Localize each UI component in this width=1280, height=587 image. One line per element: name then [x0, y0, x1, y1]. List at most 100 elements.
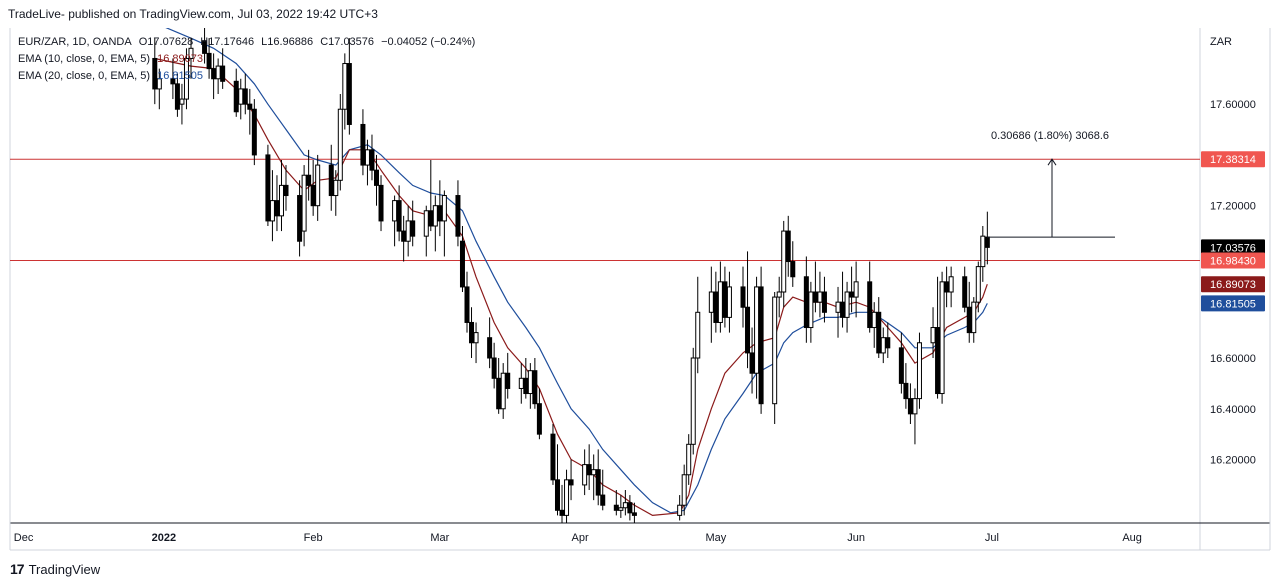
- candle-body: [496, 377, 502, 410]
- candle: [333, 170, 339, 216]
- candle: [251, 99, 257, 166]
- candle: [690, 347, 696, 455]
- tradingview-logo-icon: 17: [10, 561, 25, 577]
- footer-brand-name: TradingView: [28, 561, 101, 577]
- candle: [903, 363, 909, 409]
- candle: [722, 266, 728, 328]
- price-tag[interactable]: 16.89073: [1201, 276, 1265, 293]
- candle-body: [500, 372, 506, 410]
- candle: [432, 195, 438, 252]
- candle: [808, 281, 814, 343]
- candle-body: [410, 220, 416, 237]
- candle: [469, 307, 475, 358]
- candle: [568, 459, 574, 501]
- price-tag-value: 16.81505: [1210, 298, 1256, 310]
- candle-body: [464, 286, 470, 323]
- candle-body: [966, 306, 972, 334]
- candle: [487, 317, 493, 369]
- candle: [817, 271, 823, 318]
- candle: [695, 276, 701, 374]
- candle-body: [559, 509, 565, 516]
- candle-body: [242, 88, 248, 105]
- candle-body: [283, 184, 289, 197]
- candle-body: [378, 184, 384, 222]
- candle-body: [785, 230, 791, 263]
- candle: [975, 261, 981, 313]
- candle: [708, 266, 714, 343]
- legend-ema20: EMA (20, close, 0, EMA, 5) 16.81505: [18, 70, 207, 82]
- candle: [835, 286, 841, 338]
- candle: [876, 297, 882, 358]
- candle-body: [278, 184, 284, 217]
- candle-body: [306, 174, 312, 186]
- candle-body: [315, 164, 321, 207]
- horizontal-lines: [10, 158, 1200, 261]
- candle-body: [396, 200, 402, 232]
- candle-body: [532, 370, 538, 405]
- candle-body: [754, 286, 760, 374]
- candle-body: [690, 357, 696, 445]
- measure-arrow-icon: [1047, 158, 1057, 166]
- candle-body: [600, 494, 606, 506]
- candle: [278, 160, 284, 232]
- candle: [346, 38, 352, 135]
- candle-body: [984, 236, 990, 248]
- candle: [586, 444, 592, 490]
- candle: [156, 68, 162, 110]
- candle-body: [726, 286, 732, 318]
- candle-body: [907, 398, 913, 415]
- candle-body: [695, 311, 701, 359]
- candle: [962, 266, 968, 313]
- candle: [306, 149, 312, 201]
- candle: [269, 170, 275, 242]
- candle: [550, 424, 556, 485]
- candle: [867, 261, 873, 333]
- candle: [315, 154, 321, 221]
- y-tick-label: 17.20000: [1210, 201, 1256, 213]
- candle-body: [790, 261, 796, 278]
- candle-body: [487, 337, 493, 359]
- candle-body: [871, 311, 877, 329]
- candle-body: [401, 230, 407, 242]
- candle: [496, 358, 502, 414]
- price-tag[interactable]: 17.38314: [1201, 151, 1265, 168]
- candle-body: [708, 291, 714, 313]
- candle: [812, 261, 818, 313]
- candle-body: [491, 357, 497, 379]
- candle: [754, 276, 760, 399]
- candle-body: [631, 512, 637, 516]
- candle: [374, 154, 380, 206]
- candle: [790, 241, 796, 287]
- x-tick-label: Jul: [985, 532, 999, 544]
- legend-ema10: EMA (10, close, 0, EMA, 5) 16.89073: [18, 53, 207, 65]
- candle-body: [713, 291, 719, 323]
- candle-body: [179, 98, 185, 105]
- candle-body: [215, 65, 221, 80]
- candle: [713, 271, 719, 333]
- candle-body: [405, 220, 411, 242]
- candle-body: [269, 200, 275, 222]
- candle-body: [781, 230, 787, 293]
- publisher-note: TradeLive- published on TradingView.com,…: [8, 7, 378, 21]
- candle: [473, 322, 479, 364]
- candle-body: [301, 174, 307, 232]
- candle-body: [867, 281, 873, 329]
- candle: [297, 180, 303, 257]
- footer-brand[interactable]: 17 TradingView: [10, 561, 100, 577]
- price-tag[interactable]: 17.03576: [1201, 239, 1265, 256]
- candle: [966, 281, 972, 343]
- candle: [631, 502, 637, 523]
- price-tag[interactable]: 16.98430: [1201, 252, 1265, 269]
- candle-body: [505, 372, 511, 389]
- candle-body: [939, 281, 945, 395]
- legend-low: L16.96886: [261, 36, 314, 48]
- ema-lines: [154, 28, 988, 517]
- candle-body: [880, 337, 886, 354]
- candle-body: [677, 504, 683, 516]
- candle: [337, 94, 343, 191]
- price-tag[interactable]: 16.81505: [1201, 295, 1265, 312]
- candle-body: [568, 479, 574, 486]
- candle-body: [220, 65, 226, 82]
- ema10-line: [154, 57, 988, 517]
